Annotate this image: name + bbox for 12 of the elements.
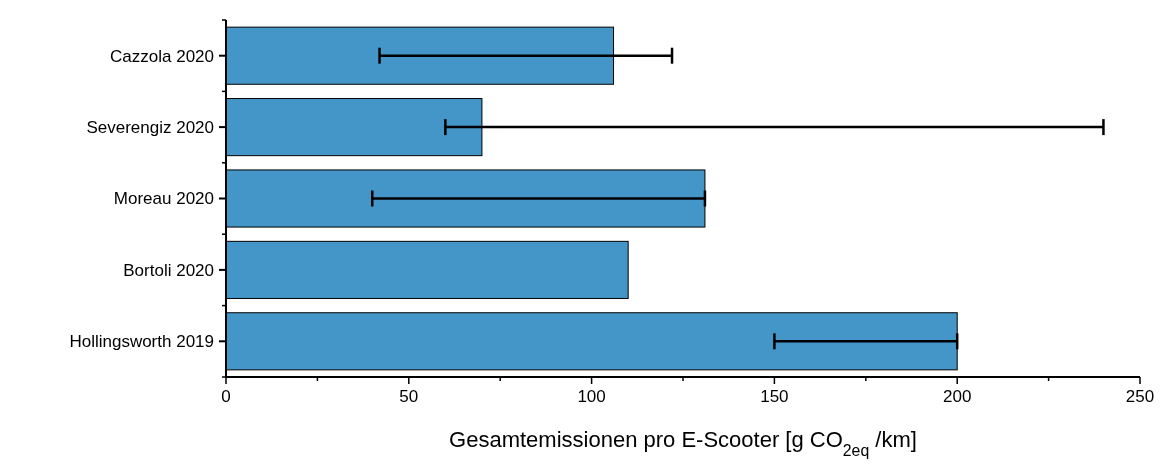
y-tick-label: Bortoli 2020 [123, 260, 214, 280]
y-tick-label: Cazzola 2020 [110, 46, 214, 66]
y-tick-label: Severengiz 2020 [86, 118, 214, 138]
x-tick-label: 100 [577, 387, 606, 406]
x-tick-label: 0 [221, 387, 231, 406]
x-tick-label: 250 [1125, 387, 1155, 406]
x-axis-title: Gesamtemissionen pro E-Scooter [g CO$_{2eq}$ /km] [449, 427, 917, 459]
y-tick-label: Hollingsworth 2019 [69, 332, 214, 352]
y-tick-label: Moreau 2020 [113, 189, 214, 209]
x-tick-label: 150 [760, 387, 789, 406]
x-tick-label: 200 [943, 387, 972, 406]
x-tick-label: 50 [399, 387, 419, 406]
